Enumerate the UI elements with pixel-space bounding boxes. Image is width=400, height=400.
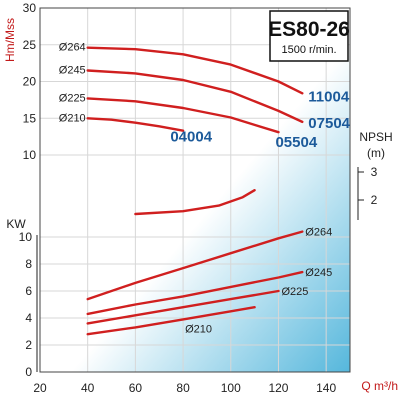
x-axis-label: Q m³/h [361,379,398,393]
npsh-tick-label: 3 [371,165,378,179]
head-curve [86,97,280,134]
head-tick-label: 30 [23,1,37,15]
power-tick-label: 0 [25,365,32,379]
head-curve-diameter-label: Ø225 [59,92,86,104]
power-tick-label: 2 [25,338,32,352]
chart-title: ES80-26 [268,18,350,41]
power-curve-diameter-label: Ø225 [281,286,308,298]
power-tick-label: 10 [19,230,33,244]
power-curve [86,306,256,336]
npsh-axis-unit: (m) [367,146,385,160]
curve-labels: Ø264 11004 Ø245 07504 Ø225 05504 Ø210 04004 Ø264… [59,42,351,336]
npsh-axis-label: NPSH [359,130,392,144]
power-curve-diameter-label: Ø210 [185,323,212,335]
x-tick-label: 120 [268,381,288,395]
npsh-curve [134,188,256,216]
head-tick-label: 25 [23,38,37,52]
power-tick-label: 6 [25,284,32,298]
head-tick-label: 15 [23,111,37,125]
head-curve-diameter-label: Ø210 [59,112,86,124]
power-curve-diameter-label: Ø264 [305,227,332,239]
npsh-tick-label: 2 [371,193,378,207]
curves [86,46,304,336]
x-tick-label: 60 [129,381,143,395]
head-curve-diameter-label: Ø264 [59,42,86,54]
power-axis-label: KW [6,217,26,231]
head-curve [86,46,304,95]
x-tick-label: 20 [33,381,47,395]
power-curve [86,230,304,301]
x-tick-label: 80 [176,381,190,395]
title-box [269,10,349,62]
head-axis-label: Hm/Mss [3,18,17,62]
power-tick-label: 8 [25,257,32,271]
pump-model-label: 11004 [308,88,350,105]
power-curve [86,289,280,325]
pump-model-label: 07504 [308,115,350,132]
pump-model-label: 05504 [275,134,317,151]
head-tick-label: 10 [23,148,37,162]
plot-frame [39,7,351,373]
head-curve [86,117,185,132]
x-tick-label: 100 [221,381,241,395]
head-curve-diameter-label: Ø245 [59,64,86,76]
pump-model-label: 04004 [170,129,212,146]
chart-subtitle: 1500 r/min. [281,44,336,56]
plot-area [40,8,350,372]
power-tick-label: 4 [25,311,32,325]
x-tick-label: 140 [316,381,336,395]
power-curve [86,270,304,316]
x-tick-label: 40 [81,381,95,395]
head-tick-label: 20 [23,75,37,89]
power-curve-diameter-label: Ø245 [305,267,332,279]
head-curve [86,69,304,124]
